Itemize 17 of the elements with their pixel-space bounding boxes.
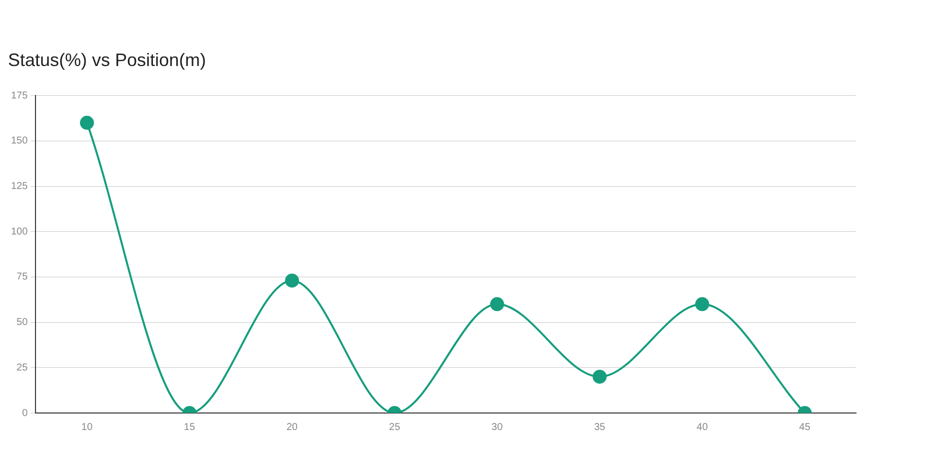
x-tick-label: 20 — [286, 422, 298, 433]
x-tick-label: 25 — [389, 422, 401, 433]
x-tick-label: 40 — [696, 422, 708, 433]
x-tick-label: 30 — [492, 422, 504, 433]
y-tick-label: 100 — [10, 226, 28, 238]
x-tick-label: 10 — [81, 422, 93, 433]
x-tick-label: 35 — [594, 422, 606, 433]
y-tick-label: 75 — [16, 272, 28, 283]
y-tick-label: 125 — [10, 181, 28, 192]
x-tick-label: 45 — [799, 422, 811, 433]
y-tick-label: 50 — [16, 317, 28, 328]
y-tick-label: 0 — [22, 408, 28, 419]
y-tick-label: 175 — [10, 90, 28, 102]
chart-title: Status(%) vs Position(m) — [8, 50, 206, 70]
y-tick-label: 150 — [10, 136, 28, 147]
x-tick-label: 15 — [184, 422, 196, 433]
y-tick-label: 25 — [16, 362, 28, 374]
